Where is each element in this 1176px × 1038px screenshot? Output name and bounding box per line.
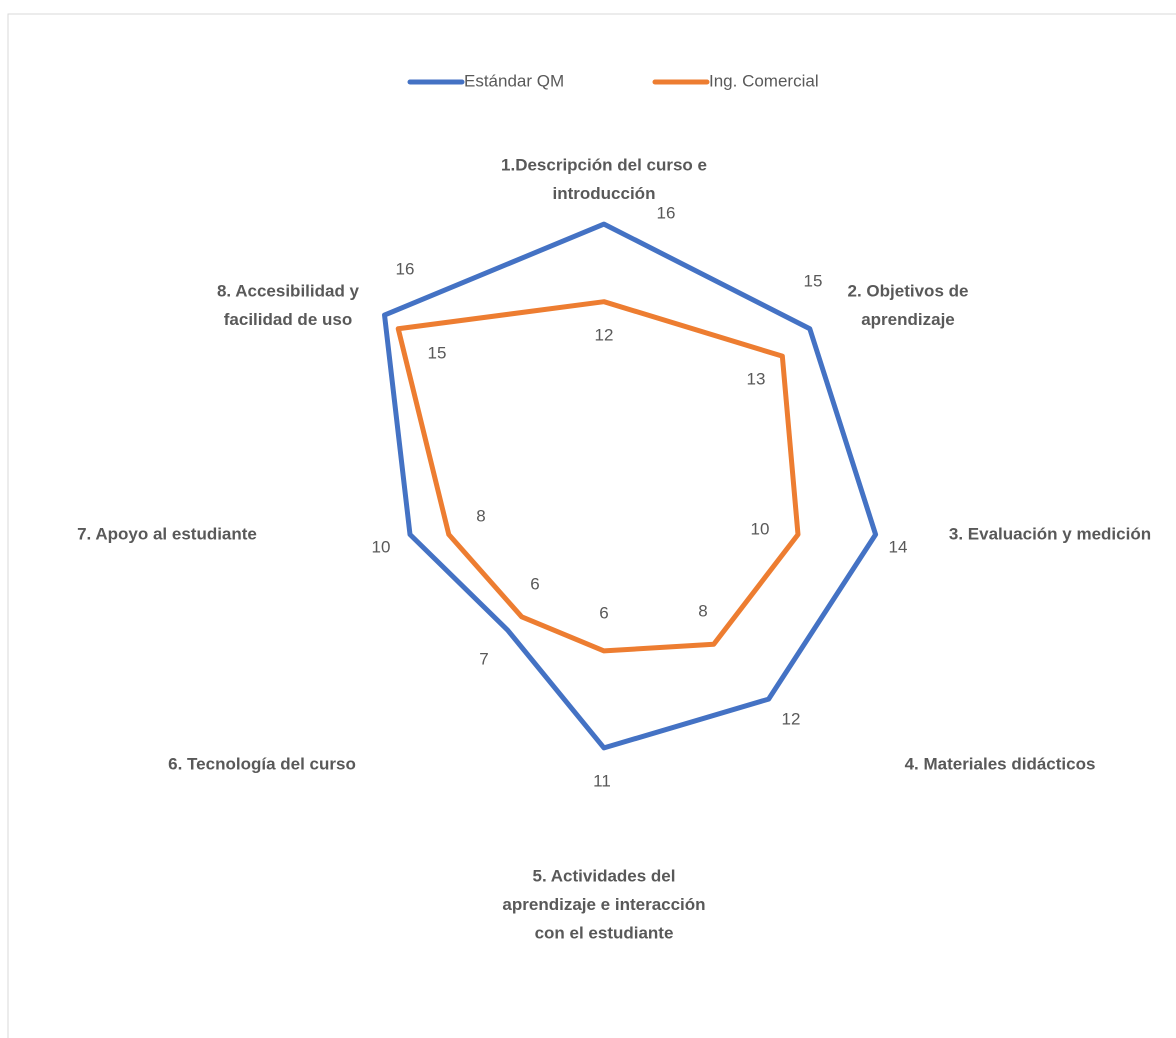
series-line: [382, 221, 879, 751]
data-label: 12: [782, 709, 801, 728]
series-line: [395, 299, 801, 654]
data-label: 11: [593, 771, 611, 790]
data-label: 15: [804, 271, 823, 290]
legend-label: Ing. Comercial: [709, 71, 819, 90]
category-label: introducción: [553, 184, 656, 203]
category-label: con el estudiante: [535, 923, 674, 942]
data-label: 14: [889, 537, 908, 556]
category-label: aprendizaje e interacción: [502, 895, 705, 914]
category-label: 5. Actividades del: [533, 866, 676, 885]
data-label: 15: [428, 343, 447, 362]
category-label: 4. Materiales didácticos: [905, 754, 1096, 773]
legend-label: Estándar QM: [464, 71, 564, 90]
data-label: 16: [396, 259, 415, 278]
category-label: aprendizaje: [861, 310, 955, 329]
data-label: 6: [530, 574, 539, 593]
data-label: 12: [595, 325, 614, 344]
data-label: 16: [657, 203, 676, 222]
data-label: 10: [372, 537, 391, 556]
data-label: 10: [751, 519, 770, 538]
data-label: 13: [747, 369, 766, 388]
data-label: 6: [599, 603, 608, 622]
category-label: 3. Evaluación y medición: [949, 524, 1151, 543]
data-label: 8: [698, 601, 707, 620]
category-label: 7. Apoyo al estudiante: [77, 524, 257, 543]
category-label: 1.Descripción del curso e: [501, 155, 707, 174]
data-label: 8: [476, 506, 485, 525]
category-label: 6. Tecnología del curso: [168, 754, 356, 773]
data-label: 7: [479, 649, 488, 668]
category-label: 2. Objetivos de: [848, 281, 969, 300]
category-label: facilidad de uso: [224, 310, 352, 329]
chart-border: [7, 13, 1176, 1038]
category-label: 8. Accesibilidad y: [217, 281, 360, 300]
